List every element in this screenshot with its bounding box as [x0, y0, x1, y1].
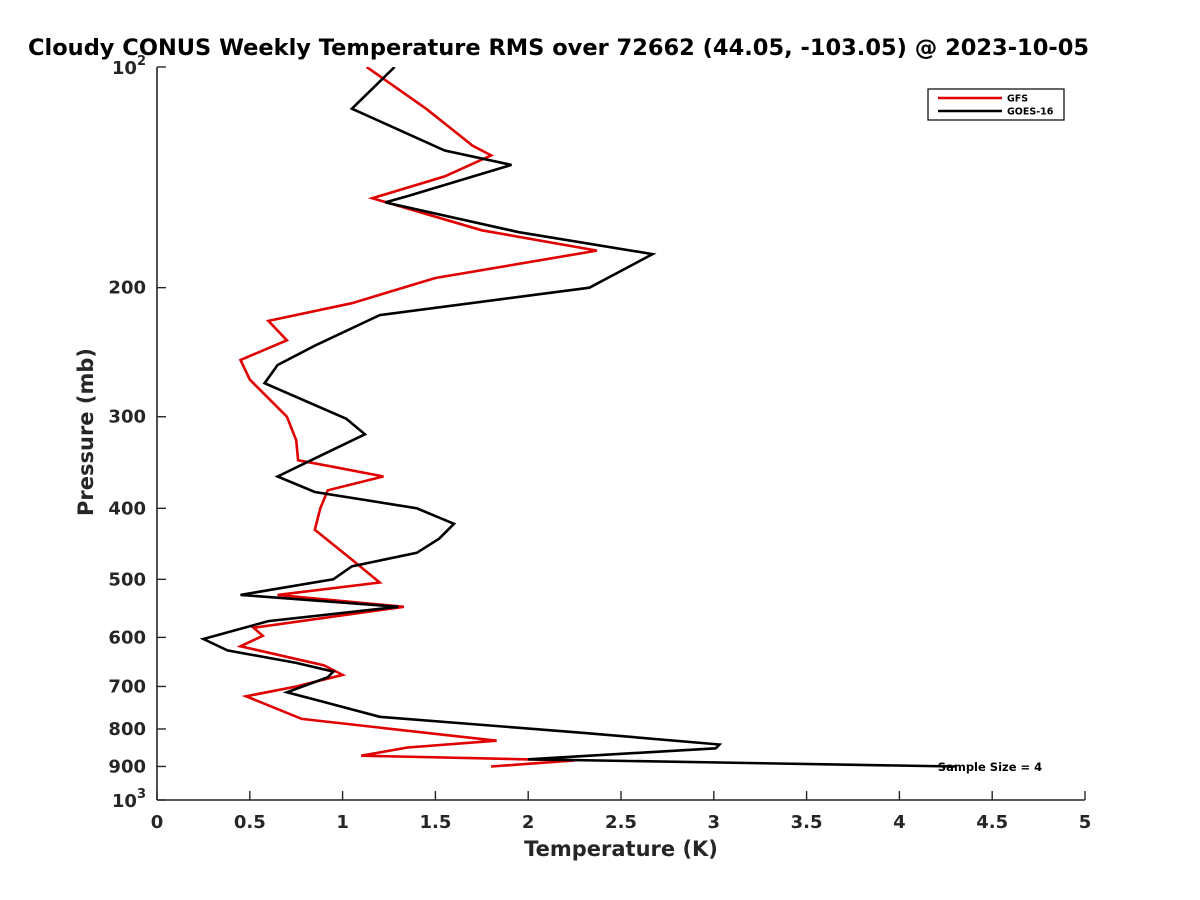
power-base: 10 — [112, 791, 137, 812]
legend-box — [927, 88, 1065, 121]
x-tick-label: 3 — [708, 812, 721, 833]
legend-label: GOES-16 — [1007, 107, 1054, 118]
annotations: Sample Size = 4 — [938, 760, 1042, 774]
y-tick-label: 800 — [108, 719, 146, 740]
x-tick-label: 4 — [893, 812, 906, 833]
legend: GFS GOES-16 — [927, 88, 1065, 121]
power-base: 10 — [112, 58, 137, 79]
x-tick-label: 0 — [151, 812, 164, 833]
y-tick-label: 600 — [108, 627, 146, 648]
x-tick-label: 1 — [336, 812, 349, 833]
plot-area — [199, 67, 956, 768]
y-tick-label: 200 — [108, 278, 146, 299]
x-tick-label: 2.5 — [605, 812, 637, 833]
power-exponent: 3 — [137, 787, 146, 802]
x-axis-label: Temperature (K) — [524, 837, 718, 861]
series-line-goes-16 — [199, 67, 956, 768]
series-line-gfs — [236, 67, 598, 768]
y-tick-label-power: 103 — [112, 787, 146, 812]
x-tick-label: 5 — [1079, 812, 1092, 833]
x-tick-label: 1.5 — [419, 812, 451, 833]
x-tick-label: 2 — [522, 812, 535, 833]
y-axis-label: Pressure (mb) — [74, 348, 98, 516]
chart-title: Cloudy CONUS Weekly Temperature RMS over… — [28, 35, 1089, 61]
legend-label: GFS — [1007, 94, 1028, 105]
y-tick-label: 700 — [108, 676, 146, 697]
y-tick-label: 300 — [108, 407, 146, 428]
y-tick-label-power: 102 — [112, 54, 146, 79]
y-tick-label: 900 — [108, 756, 146, 777]
x-tick-label: 0.5 — [234, 812, 266, 833]
x-tick-label: 4.5 — [976, 812, 1008, 833]
x-axis-ticks: 0 0.5 1 1.5 2 2.5 3 3.5 4 4.5 5 — [151, 791, 1092, 833]
y-tick-label: 400 — [108, 498, 146, 519]
power-exponent: 2 — [137, 54, 146, 69]
x-tick-label: 3.5 — [791, 812, 823, 833]
axes: 0 0.5 1 1.5 2 2.5 3 3.5 4 4.5 5 102200300400500600… — [108, 54, 1091, 833]
y-tick-label: 500 — [108, 569, 146, 590]
sample-size-annotation: Sample Size = 4 — [938, 760, 1042, 774]
